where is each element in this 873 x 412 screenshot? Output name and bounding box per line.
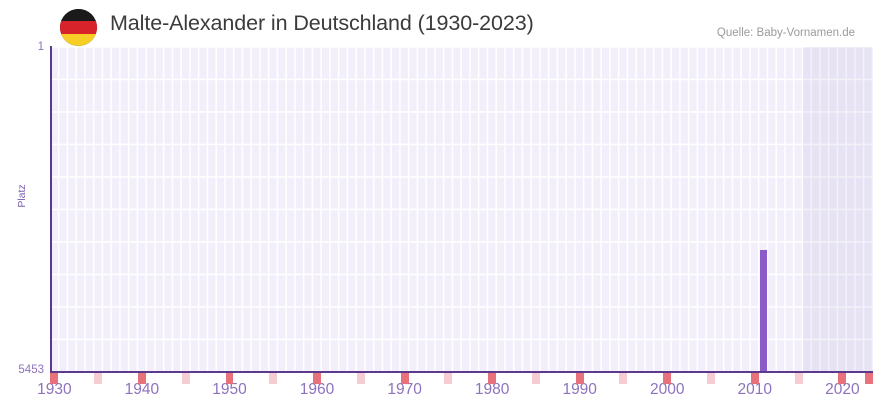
german-flag-icon [60, 9, 97, 46]
x-axis-mark-1995 [619, 373, 628, 384]
x-axis-mark-2020 [838, 373, 847, 384]
y-axis-title: Platz [16, 184, 28, 208]
y-axis-tick-bottom: 5453 [18, 364, 44, 376]
x-axis-mark-1970 [400, 373, 409, 384]
bar-series [50, 47, 873, 372]
x-axis-mark-1945 [181, 373, 190, 384]
x-axis-tick-1980: 1980 [474, 381, 510, 398]
chart-header: Malte-Alexander in Deutschland (1930-202… [0, 0, 873, 47]
x-axis-mark-1975 [444, 373, 453, 384]
x-axis-mark-1990 [575, 373, 584, 384]
y-axis-line [50, 46, 52, 373]
plot-area [50, 47, 873, 372]
x-axis-tick-1940: 1940 [124, 381, 160, 398]
x-axis-mark-1965 [356, 373, 365, 384]
x-axis-mark-2005 [707, 373, 715, 384]
x-axis-mark-1950 [225, 373, 234, 384]
grid-lines [50, 47, 873, 372]
x-axis-mark-1985 [531, 373, 540, 384]
x-axis-tick-2020: 2020 [825, 381, 860, 398]
flag-band-gold [60, 33, 97, 46]
x-axis-mark-2010 [750, 373, 759, 384]
x-axis-tick-1990: 1990 [562, 381, 597, 398]
page-title: Malte-Alexander in Deutschland (1930-202… [110, 11, 534, 35]
x-axis-tick-1970: 1970 [387, 381, 422, 398]
x-axis-tick-2010: 2010 [737, 381, 773, 398]
x-axis-mark-2015 [794, 373, 803, 384]
source-attribution: Quelle: Baby-Vornamen.de [716, 27, 855, 39]
x-axis-tick-1960: 1960 [299, 381, 335, 398]
x-axis-tick-1950: 1950 [212, 381, 247, 398]
x-axis-mark-1930 [50, 373, 59, 384]
x-axis-mark-2023 [864, 373, 873, 384]
x-axis-mark-1960 [313, 373, 321, 384]
x-axis-tick-1930: 1930 [37, 381, 72, 398]
x-axis-line [50, 371, 873, 373]
y-axis-tick-top: 1 [37, 41, 44, 53]
x-axis-tick-2000: 2000 [650, 381, 685, 398]
x-axis-mark-1935 [94, 373, 103, 384]
flag-band-red [60, 21, 97, 34]
bar-2011[interactable] [759, 249, 768, 372]
x-axis-mark-1940 [137, 373, 146, 384]
x-axis-mark-2000 [663, 373, 672, 384]
x-axis-mark-1955 [269, 373, 278, 384]
x-axis-mark-1980 [488, 373, 497, 384]
flag-band-black [60, 9, 97, 22]
